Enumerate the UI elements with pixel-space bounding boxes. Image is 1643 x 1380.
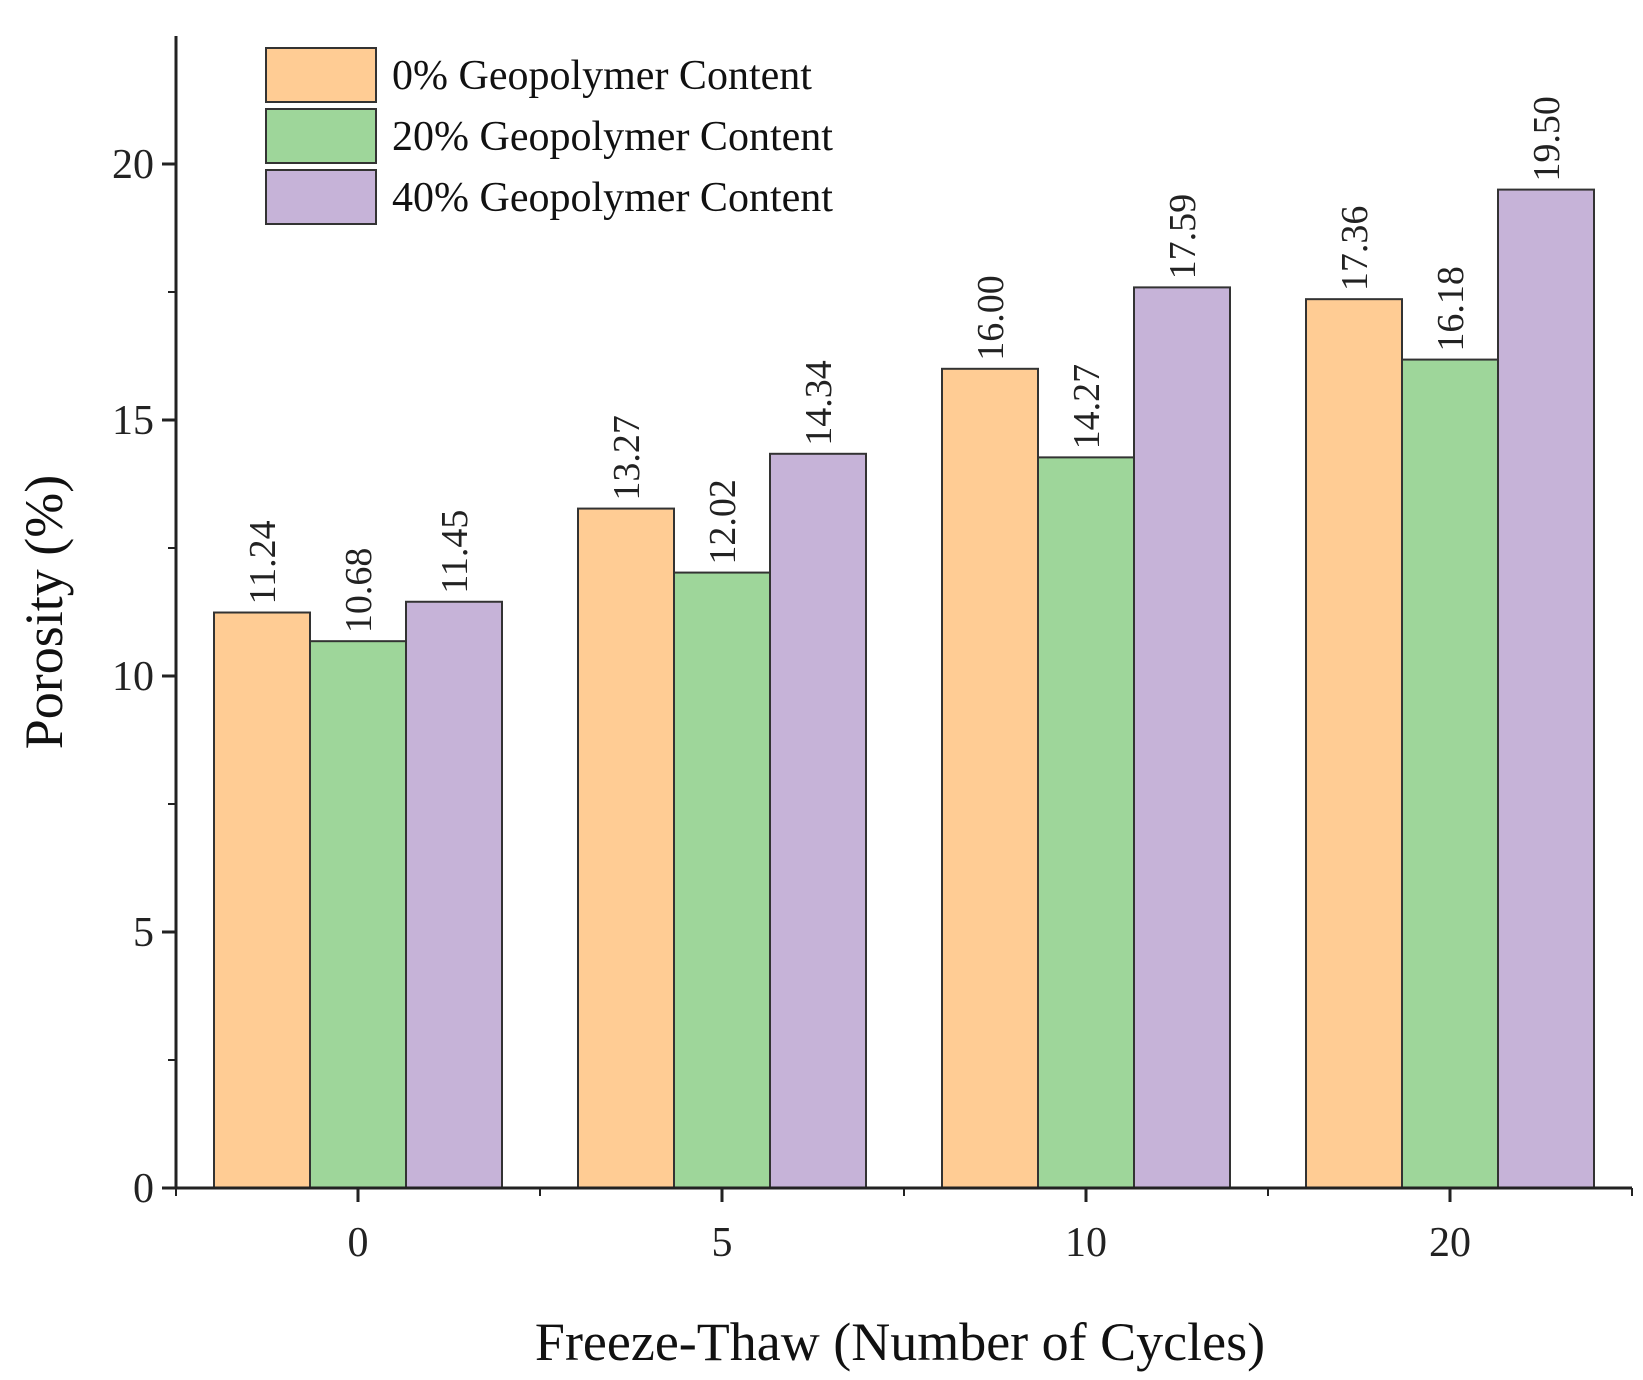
data-label-series0-cat2: 16.00	[970, 275, 1012, 361]
bar-series1-cat2	[1037, 456, 1135, 1190]
legend-swatch-series2	[265, 169, 377, 225]
legend-swatch-series0	[265, 47, 377, 103]
legend-label-series2: 40% Geopolymer Content	[392, 175, 833, 221]
data-label-series2-cat3: 19.50	[1526, 96, 1568, 182]
x-tick-label: 5	[712, 1220, 733, 1266]
legend: 0% Geopolymer Content 20% Geopolymer Cont…	[265, 47, 833, 225]
bar-series0-cat2	[941, 367, 1039, 1189]
y-tick-label: 20	[112, 142, 154, 188]
data-label-series0-cat3: 17.36	[1334, 206, 1376, 292]
legend-label-series0: 0% Geopolymer Content	[392, 53, 812, 99]
data-label-series0-cat1: 13.27	[606, 415, 648, 501]
bar-series2-cat2	[1133, 286, 1231, 1189]
x-axis-title: Freeze-Thaw (Number of Cycles)	[535, 1312, 1265, 1372]
data-label-series1-cat2: 14.27	[1066, 364, 1108, 450]
bar-series0-cat0	[213, 611, 311, 1189]
bar-series2-cat0	[405, 600, 503, 1189]
data-label-series1-cat0: 10.68	[338, 548, 380, 634]
bar-series1-cat0	[309, 640, 407, 1189]
y-axis-title: Porosity (%)	[14, 475, 74, 749]
x-tick-label: 20	[1429, 1220, 1471, 1266]
data-label-series0-cat0: 11.24	[242, 520, 284, 604]
y-tick-label: 5	[133, 910, 154, 956]
bar-series2-cat1	[769, 452, 867, 1189]
data-label-series2-cat2: 17.59	[1162, 194, 1204, 280]
bars-layer	[213, 188, 1595, 1190]
x-tick-label: 10	[1065, 1220, 1107, 1266]
y-tick-label: 10	[112, 654, 154, 700]
data-label-series2-cat1: 14.34	[798, 360, 840, 446]
legend-swatch-series1	[265, 108, 377, 164]
bar-series0-cat3	[1305, 298, 1403, 1189]
bar-series0-cat1	[577, 507, 675, 1189]
y-tick-label: 0	[133, 1166, 154, 1212]
data-labels-layer: 11.24 10.68 11.45 13.27 12.02 14.34 16.00 14.27…	[242, 96, 1568, 633]
y-tick-label: 15	[112, 398, 154, 444]
bar-series1-cat3	[1401, 358, 1499, 1190]
data-label-series2-cat0: 11.45	[434, 510, 476, 594]
x-tick-label: 0	[348, 1220, 369, 1266]
data-label-series1-cat3: 16.18	[1430, 266, 1472, 352]
bar-series1-cat1	[673, 571, 771, 1189]
bar-series2-cat3	[1497, 188, 1595, 1190]
axes-layer: 0 5 10 15 20 0 5 10 20	[112, 36, 1633, 1266]
legend-label-series1: 20% Geopolymer Content	[392, 114, 833, 160]
data-label-series1-cat1: 12.02	[702, 479, 744, 565]
